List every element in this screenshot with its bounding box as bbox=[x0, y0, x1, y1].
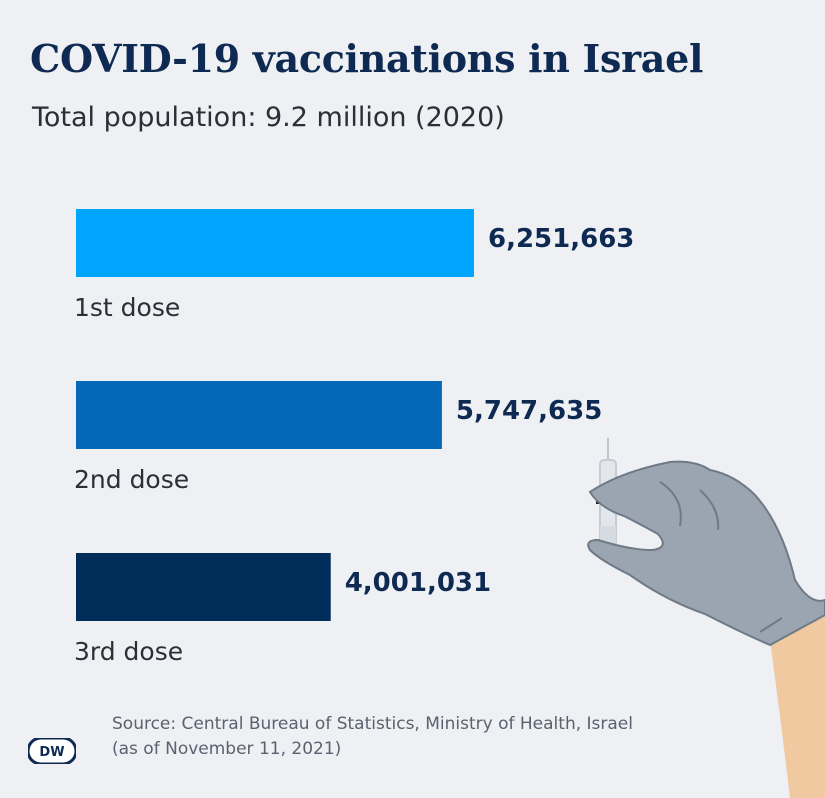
source-line-2: (as of November 11, 2021) bbox=[112, 739, 342, 759]
bar-value-label-1: 6,251,663 bbox=[488, 224, 634, 254]
category-label-2: 2nd dose bbox=[74, 465, 189, 494]
bar-1 bbox=[76, 209, 474, 277]
category-label-3: 3rd dose bbox=[74, 637, 183, 666]
dw-logo: DW bbox=[28, 738, 76, 764]
chart-title: COVID-19 vaccinations in Israel bbox=[30, 36, 704, 81]
bar-3 bbox=[76, 553, 331, 621]
source-line-1: Source: Central Bureau of Statistics, Mi… bbox=[112, 714, 633, 734]
category-label-1: 1st dose bbox=[74, 293, 180, 322]
chart-subtitle: Total population: 9.2 million (2020) bbox=[32, 102, 505, 133]
bar-value-label-2: 5,747,635 bbox=[456, 396, 602, 426]
source-note: Source: Central Bureau of Statistics, Mi… bbox=[112, 712, 633, 762]
gloved-hand-syringe-illustration bbox=[587, 438, 825, 798]
bar-2 bbox=[76, 381, 442, 449]
dw-logo-text: DW bbox=[39, 745, 64, 760]
bar-value-label-3: 4,001,031 bbox=[345, 568, 491, 598]
